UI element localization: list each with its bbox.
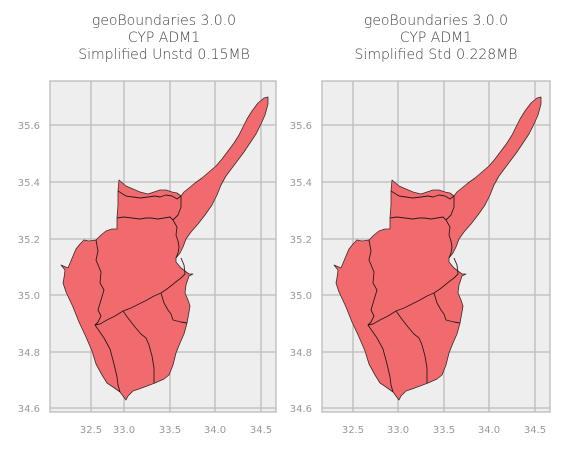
right-x-tick: 34.0 [478, 425, 500, 436]
left-map-panel: 32.5 33.0 33.5 34.0 34.5 35.6 35.4 35.2 … [18, 80, 277, 436]
left-y-tick: 34.8 [18, 348, 40, 359]
right-x-tick: 32.5 [342, 425, 364, 436]
left-y-tick: 34.6 [18, 404, 40, 415]
left-x-tick: 33.0 [113, 425, 135, 436]
right-title-line-1: geoBoundaries 3.0.0 [363, 13, 509, 29]
region-borders [367, 190, 461, 393]
left-panel-title: geoBoundaries 3.0.0 CYP ADM1 Simplified … [50, 13, 278, 64]
left-y-tick: 35.6 [18, 121, 40, 132]
right-x-tick: 34.5 [524, 425, 546, 436]
region-shape [60, 96, 269, 401]
right-title-line-3: Simplified Std 0.228MB [354, 47, 518, 63]
right-y-tick: 35.2 [290, 235, 312, 246]
cyprus-regions-right [333, 96, 542, 401]
left-y-ticks: 35.6 35.4 35.2 35.0 34.8 34.6 [18, 121, 40, 415]
left-y-tick: 35.2 [18, 235, 40, 246]
left-y-tick: 35.0 [18, 291, 40, 302]
right-panel-title: geoBoundaries 3.0.0 CYP ADM1 Simplified … [322, 13, 550, 64]
right-y-tick: 34.6 [290, 404, 312, 415]
region-borders [94, 190, 188, 393]
right-y-tick: 35.0 [290, 291, 312, 302]
right-x-tick: 33.0 [387, 425, 409, 436]
right-map-panel: 32.5 33.0 33.5 34.0 34.5 35.6 35.4 35.2 … [290, 80, 551, 436]
left-x-ticks: 32.5 33.0 33.5 34.0 34.5 [80, 425, 272, 436]
left-title-line-3: Simplified Unstd 0.15MB [78, 47, 250, 63]
right-y-ticks: 35.6 35.4 35.2 35.0 34.8 34.6 [290, 121, 312, 415]
right-x-tick: 33.5 [433, 425, 455, 436]
right-x-ticks: 32.5 33.0 33.5 34.0 34.5 [342, 425, 546, 436]
right-title-line-2: CYP ADM1 [399, 30, 473, 46]
left-x-tick: 34.0 [204, 425, 226, 436]
cyprus-regions-left [60, 96, 269, 401]
left-title-line-1: geoBoundaries 3.0.0 [91, 13, 237, 29]
left-x-tick: 32.5 [80, 425, 102, 436]
left-y-tick: 35.4 [18, 178, 40, 189]
right-y-tick: 35.4 [290, 178, 312, 189]
right-y-tick: 34.8 [290, 348, 312, 359]
left-title-line-2: CYP ADM1 [127, 30, 201, 46]
left-x-tick: 34.5 [250, 425, 272, 436]
right-y-tick: 35.6 [290, 121, 312, 132]
region-shape [333, 96, 542, 401]
left-x-tick: 33.5 [159, 425, 181, 436]
